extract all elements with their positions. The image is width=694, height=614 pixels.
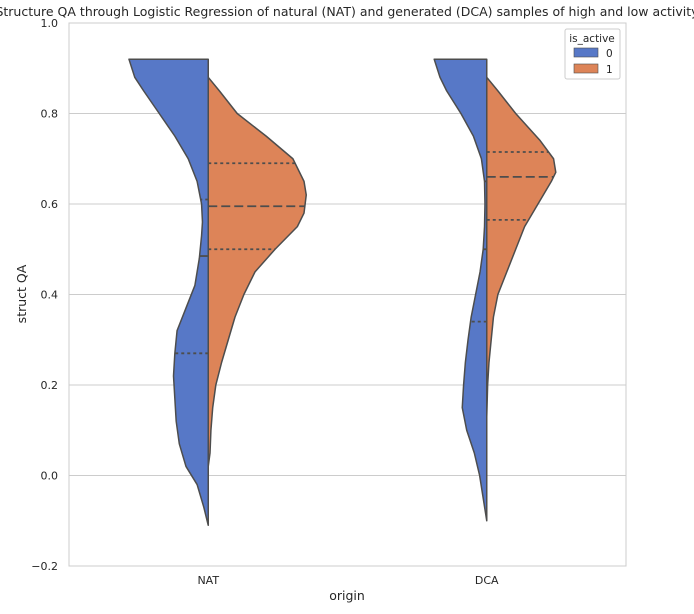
legend-label: 0 (606, 48, 613, 60)
y-tick-label: 0.4 (41, 289, 59, 302)
y-axis-label: struct QA (14, 264, 29, 323)
violin-half-dca-1 (486, 76, 557, 418)
x-tick-labels: NAT DCA (197, 574, 499, 587)
chart-title: Structure QA through Logistic Regression… (0, 4, 694, 19)
y-tick-label: −0.2 (31, 560, 58, 573)
y-tick-label: 0.8 (41, 108, 59, 121)
violin-half-nat-0 (128, 58, 209, 527)
y-tick-labels: −0.2 0.0 0.2 0.4 0.6 0.8 1.0 (31, 17, 58, 573)
legend-label: 1 (606, 64, 613, 76)
violins (128, 58, 557, 527)
y-tick-label: 1.0 (41, 17, 59, 30)
y-tick-label: 0.2 (41, 379, 59, 392)
x-tick-label: DCA (475, 574, 499, 587)
legend-title: is_active (569, 33, 615, 45)
legend-entries: 01 (573, 47, 613, 76)
legend-swatch-0 (573, 47, 599, 58)
y-tick-label: 0.0 (41, 470, 59, 483)
x-tick-label: NAT (197, 574, 219, 587)
violin-half-dca-0 (433, 58, 488, 522)
y-tick-label: 0.6 (41, 198, 59, 211)
x-axis-label: origin (329, 588, 365, 603)
legend: is_active 01 (564, 28, 621, 80)
legend-swatch-1 (573, 63, 599, 74)
plot-frame (68, 22, 627, 567)
